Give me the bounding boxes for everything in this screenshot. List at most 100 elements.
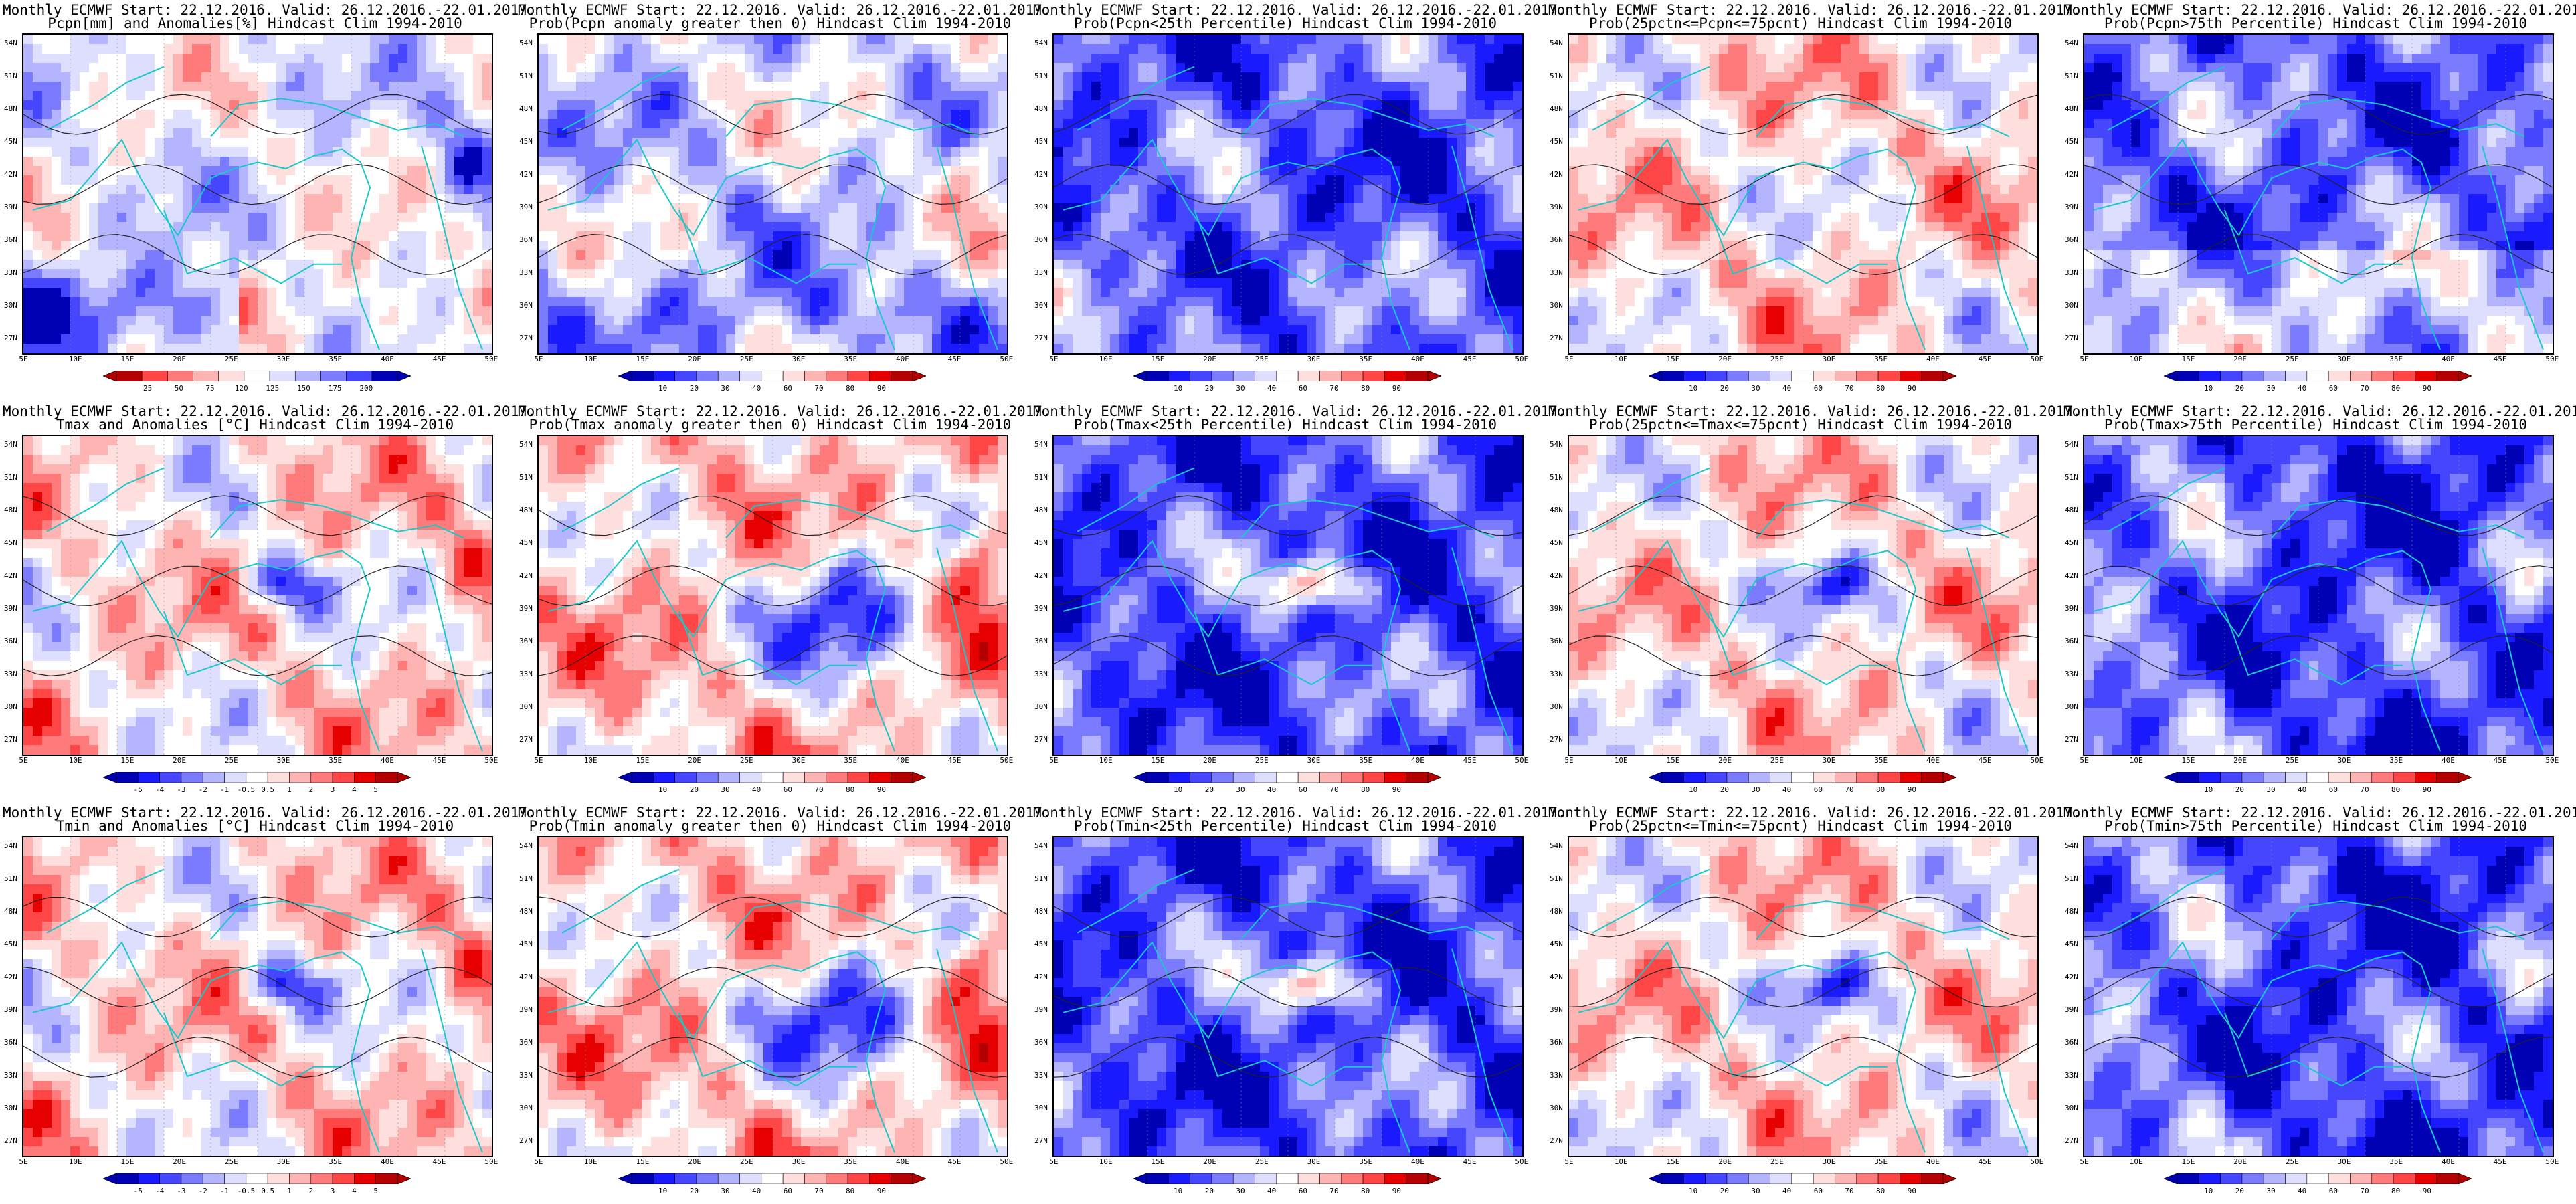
longitude-label: 15E [636, 756, 649, 765]
isoline [23, 896, 492, 938]
longitude-label: 5E [534, 756, 543, 765]
colorbar-tick-label: -2 [199, 1187, 207, 1195]
longitude-label: 50E [1000, 1157, 1013, 1166]
latitude-label: 42N [1034, 973, 1048, 981]
latitude-label: 39N [2065, 1005, 2078, 1014]
longitude-label: 50E [1515, 756, 1528, 765]
latitude-label: 36N [1034, 1038, 1048, 1047]
colorbar [103, 371, 411, 381]
latitude-label: 33N [2065, 670, 2078, 678]
longitude-label: 10E [1099, 1157, 1113, 1166]
latitude-label: 51N [1550, 72, 1563, 80]
map-panel: Monthly ECMWF Start: 22.12.2016. Valid: … [1033, 401, 1566, 796]
isoline [23, 495, 492, 536]
isoline [23, 565, 492, 607]
colorbar-tick-label: 60 [1299, 384, 1307, 393]
longitude-label: 15E [1151, 355, 1164, 363]
latitude-label: 39N [4, 604, 17, 613]
latitude-label: 45N [519, 137, 533, 146]
longitude-label: 30E [792, 1157, 806, 1166]
longitude-label: 10E [2130, 756, 2143, 765]
map-panel: Monthly ECMWF Start: 22.12.2016. Valid: … [1548, 803, 2082, 1197]
colorbar [618, 371, 926, 381]
colorbar-tick-label: 30 [721, 1187, 729, 1195]
latitude-label: 36N [2065, 1038, 2078, 1047]
coastline [210, 900, 464, 940]
longitude-label: 35E [844, 355, 857, 363]
latitude-label: 48N [1550, 506, 1563, 514]
colorbar-tick-label: -4 [155, 1187, 164, 1195]
colorbar-tick-label: 90 [877, 384, 886, 393]
colorbar-tick-label: 30 [2266, 384, 2275, 393]
longitude-label: 35E [2389, 355, 2403, 363]
colorbar-tick-label: 5 [373, 785, 378, 794]
isoline [1569, 94, 2037, 135]
coastline [936, 547, 998, 752]
panel-title-line1: Monthly ECMWF Start: 22.12.2016. Valid: … [2063, 3, 2576, 17]
coastline [1451, 146, 1513, 350]
panel-title-line2: Prob(Tmin<25th Percentile) Hindcast Clim… [1033, 819, 1538, 833]
longitude-label: 45E [1463, 355, 1477, 363]
coastline [46, 467, 165, 532]
longitude-label: 5E [1049, 355, 1058, 363]
isoline [2084, 967, 2553, 1008]
panel-title-line1: Monthly ECMWF Start: 22.12.2016. Valid: … [1548, 805, 2082, 820]
longitude-label: 15E [1666, 355, 1679, 363]
colorbar-tick-label: 10 [1174, 384, 1182, 393]
colorbar-tick-label: 60 [1299, 1187, 1307, 1195]
longitude-label: 20E [1203, 756, 1216, 765]
coastline [1592, 467, 1710, 532]
latitude-label: 33N [1034, 670, 1048, 678]
longitude-label: 25E [1770, 355, 1784, 363]
longitude-label: 45E [1463, 1157, 1477, 1166]
latitude-label: 45N [1034, 538, 1048, 547]
latitude-label: 36N [1550, 235, 1563, 244]
latitude-label: 27N [2065, 1136, 2078, 1145]
coastline [2271, 499, 2525, 539]
longitude-label: 10E [69, 1157, 82, 1166]
isoline [1569, 565, 2037, 607]
colorbar-tick-label: 70 [814, 384, 823, 393]
colorbar-tick-label: 0.5 [261, 785, 274, 794]
isoline [1054, 565, 1522, 607]
colorbar-tick-label: 20 [2235, 384, 2244, 393]
colorbar-tick-label: 200 [359, 384, 373, 393]
map-field [1054, 837, 1522, 1156]
latitude-label: 33N [1550, 1071, 1563, 1080]
latitude-label: 54N [1034, 841, 1048, 850]
latitude-label: 27N [4, 1136, 17, 1145]
longitude-label: 45E [2494, 1157, 2507, 1166]
longitude-label: 25E [225, 355, 238, 363]
coastline [678, 1012, 857, 1087]
colorbar-tick-label: -0.5 [238, 1187, 256, 1195]
colorbar-tick-label: 20 [1720, 384, 1729, 393]
longitude-label: 35E [1874, 1157, 1888, 1166]
colorbar-tick-label: 150 [297, 384, 310, 393]
longitude-label: 10E [2130, 1157, 2143, 1166]
colorbar-tick-label: 90 [1392, 785, 1401, 794]
colorbar [1133, 371, 1441, 381]
latitude-label: 48N [2065, 104, 2078, 113]
longitude-label: 30E [1823, 756, 1836, 765]
latitude-label: 27N [1550, 735, 1563, 744]
colorbar-tick-label: 10 [2204, 785, 2213, 794]
colorbar-tick-label: 80 [2391, 1187, 2400, 1195]
latitude-label: 30N [1034, 301, 1048, 310]
coastline [1063, 540, 1410, 752]
isoline [1054, 233, 1522, 275]
longitude-label: 10E [2130, 355, 2143, 363]
colorbar-tick-label: 70 [1329, 1187, 1338, 1195]
coastline [2093, 540, 2441, 752]
longitude-label: 30E [1823, 355, 1836, 363]
colorbar-tick-label: 40 [752, 1187, 761, 1195]
colorbar-tick-label: 80 [1361, 384, 1370, 393]
latitude-label: 36N [519, 235, 533, 244]
coastline [1966, 948, 2029, 1153]
longitude-label: 5E [2080, 1157, 2088, 1166]
coastline [547, 138, 895, 350]
map-panel: Monthly ECMWF Start: 22.12.2016. Valid: … [3, 401, 536, 796]
map-panel: Monthly ECMWF Start: 22.12.2016. Valid: … [3, 0, 536, 395]
colorbar-tick-label: 10 [2204, 384, 2213, 393]
colorbar-tick-label: 30 [1236, 384, 1245, 393]
colorbar-tick-label: 125 [266, 384, 279, 393]
